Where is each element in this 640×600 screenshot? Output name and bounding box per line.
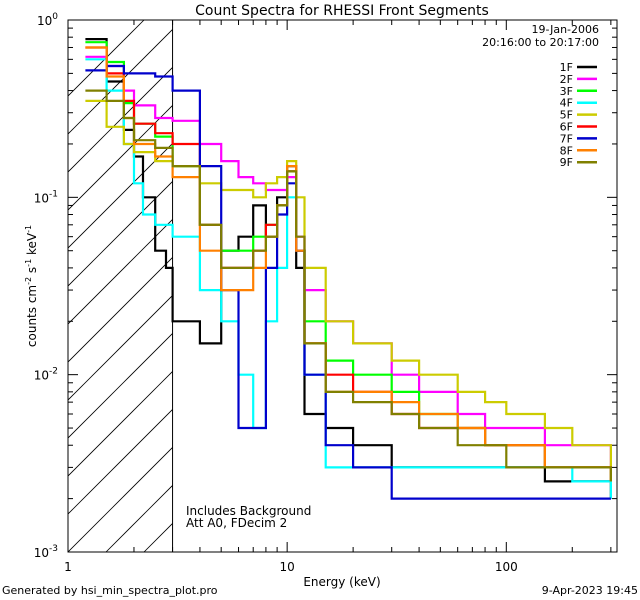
- series-line-8F: [85, 46, 612, 482]
- x-tick-label: 10: [280, 560, 295, 574]
- series-line-2F: [85, 55, 612, 468]
- series-line-5F: [85, 99, 612, 468]
- series-line-3F: [85, 41, 612, 482]
- hatch-line: [68, 256, 173, 363]
- legend-label-3F: 3F: [560, 85, 573, 98]
- hatch-line: [68, 332, 173, 439]
- chart-title: Count Spectra for RHESSI Front Segments: [195, 3, 489, 19]
- x-tick-label: 1: [64, 560, 72, 574]
- plot-frame: [67, 19, 618, 553]
- attenuator-note: Att A0, FDecim 2: [186, 516, 287, 530]
- hatch-line: [220, 12, 640, 552]
- hatch-line: [68, 20, 145, 97]
- series-line-4F: [85, 58, 612, 499]
- x-axis-label: Energy (keV): [303, 575, 380, 589]
- legend-label-6F: 6F: [560, 121, 573, 134]
- hatch-line: [68, 408, 173, 515]
- hatch-line: [334, 12, 640, 552]
- axis-ticks: 1 10 100 100 10-1 10-2 10-3: [34, 12, 617, 574]
- hatch-line: [258, 12, 640, 552]
- legend-label-9F: 9F: [560, 156, 573, 169]
- y-tick-label: 10-3: [34, 544, 58, 560]
- time-range-annotation: 20:16:00 to 20:17:00: [482, 36, 599, 49]
- date-annotation: 19-Jan-2006: [532, 23, 600, 36]
- hatch-line: [68, 446, 173, 552]
- series-line-7F: [85, 64, 611, 500]
- legend-label-2F: 2F: [560, 73, 573, 86]
- background-note: Includes Background: [186, 504, 311, 518]
- legend-label-1F: 1F: [560, 61, 573, 74]
- x-tick-label: 100: [495, 560, 518, 574]
- legend-label-7F: 7F: [560, 132, 573, 145]
- series-line-1F: [85, 38, 612, 499]
- hatch-line: [68, 66, 173, 173]
- y-tick-label: 10-2: [34, 367, 58, 383]
- legend-label-4F: 4F: [560, 97, 573, 110]
- legend-label-5F: 5F: [560, 109, 573, 122]
- y-axis-label: counts cm-2 s-1 keV-1: [24, 225, 39, 347]
- series-layer: [85, 38, 612, 500]
- series-line-6F: [85, 46, 612, 482]
- hatch-line: [68, 180, 173, 287]
- hatch-line: [296, 12, 640, 552]
- hatch-line: [372, 12, 640, 552]
- y-tick-label: 100: [37, 12, 58, 28]
- series-line-9F: [85, 89, 612, 482]
- hatch-line: [68, 218, 173, 325]
- hatch-line: [410, 12, 640, 552]
- generated-by-footer: Generated by hsi_min_spectra_plot.pro: [2, 584, 218, 597]
- timestamp-footer: 9-Apr-2023 19:45: [542, 584, 638, 597]
- hatch-line: [68, 370, 173, 477]
- y-tick-label: 10-1: [34, 189, 58, 205]
- legend-label-8F: 8F: [560, 144, 573, 157]
- hatch-line: [68, 142, 173, 249]
